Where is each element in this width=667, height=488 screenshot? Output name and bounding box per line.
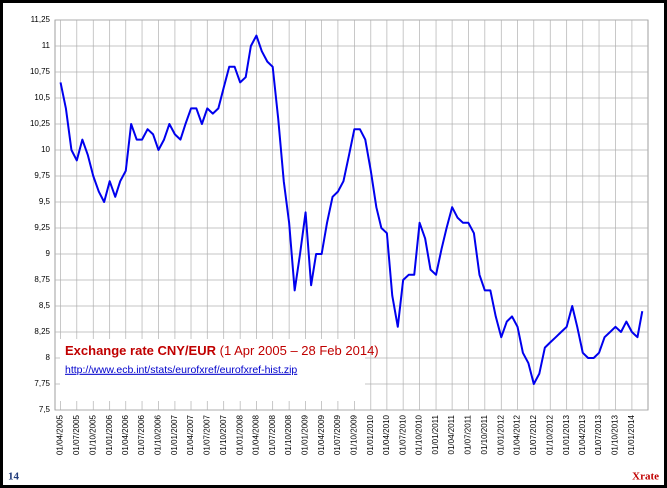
x-tick-label: 01/07/2009 — [333, 414, 342, 455]
x-tick-label: 01/04/2012 — [513, 414, 522, 455]
y-tick-label: 7,75 — [34, 379, 50, 388]
y-tick-label: 8,25 — [34, 327, 50, 336]
x-tick-label: 01/10/2012 — [545, 414, 554, 455]
y-tick-label: 8,75 — [34, 275, 50, 284]
page-number: 14 — [8, 471, 20, 483]
x-tick-label: 01/01/2013 — [562, 414, 571, 455]
y-tick-label: 8 — [46, 353, 51, 362]
x-tick-label: 01/07/2006 — [137, 414, 146, 455]
x-tick-label: 01/10/2007 — [219, 414, 228, 455]
annotation-bold: Exchange rate CNY/EUR — [65, 343, 217, 358]
x-tick-label: 01/01/2014 — [627, 414, 636, 455]
x-tick-label: 01/10/2013 — [611, 414, 620, 455]
y-tick-label: 9,5 — [39, 197, 51, 206]
x-tick-label: 01/04/2013 — [578, 414, 587, 455]
y-tick-label: 10,75 — [30, 67, 51, 76]
x-tick-label: 01/10/2011 — [480, 414, 489, 454]
x-tick-label: 01/01/2010 — [366, 414, 375, 455]
x-tick-label: 01/07/2013 — [594, 414, 603, 455]
series-line — [59, 34, 644, 385]
x-tick-label: 01/01/2006 — [105, 414, 114, 455]
x-tick-label: 01/01/2008 — [235, 414, 244, 455]
x-tick-label: 01/01/2007 — [170, 414, 179, 455]
x-tick-label: 01/04/2010 — [382, 414, 391, 455]
x-tick-label: 01/10/2006 — [154, 414, 163, 455]
annotation-box — [60, 339, 365, 401]
y-tick-label: 11,25 — [31, 15, 51, 24]
x-tick-label: 01/07/2007 — [202, 414, 211, 455]
annotation-rest: (1 Apr 2005 – 28 Feb 2014) — [220, 343, 379, 358]
y-tick-label: 9,25 — [34, 223, 50, 232]
x-tick-label: 01/10/2005 — [88, 414, 97, 455]
x-tick-label: 01/07/2012 — [529, 414, 538, 455]
x-tick-label: 01/10/2009 — [349, 414, 358, 455]
y-tick-label: 10,5 — [34, 93, 50, 102]
x-tick-label: 01/04/2006 — [121, 414, 130, 455]
annotation-link[interactable]: http://www.ecb.int/stats/eurofxref/eurof… — [65, 364, 297, 376]
x-tick-label: 01/04/2011 — [447, 414, 456, 454]
x-tick-label: 01/01/2012 — [496, 414, 505, 455]
x-tick-label: 01/04/2007 — [186, 414, 195, 455]
y-tick-label: 10,25 — [30, 119, 51, 128]
lines — [59, 34, 644, 385]
annotation-title: Exchange rate CNY/EUR (1 Apr 2005 – 28 F… — [65, 343, 379, 358]
y-tick-label: 9,75 — [34, 171, 50, 180]
x-tick-label: 01/10/2010 — [415, 414, 424, 455]
x-tick-label: 01/04/2008 — [252, 414, 261, 455]
x-tick-label: 01/07/2005 — [72, 414, 81, 455]
x-tick-label: 01/01/2009 — [301, 414, 310, 455]
y-tick-label: 11 — [42, 41, 51, 50]
x-tick-label: 01/07/2008 — [268, 414, 277, 455]
y-tick-label: 7,5 — [39, 405, 51, 414]
y-tick-label: 9 — [46, 249, 51, 258]
y-tick-label: 8,5 — [39, 301, 51, 310]
x-tick-label: 01/10/2008 — [284, 414, 293, 455]
x-tick-label: 01/07/2010 — [398, 414, 407, 455]
y-tick-label: 10 — [41, 145, 50, 154]
brand: Xrate — [632, 471, 659, 483]
x-tick-label: 01/01/2011 — [431, 414, 440, 454]
x-tick-label: 01/04/2009 — [317, 414, 326, 455]
x-tick-label: 01/07/2011 — [463, 414, 472, 454]
x-tick-label: 01/04/2005 — [56, 414, 65, 455]
